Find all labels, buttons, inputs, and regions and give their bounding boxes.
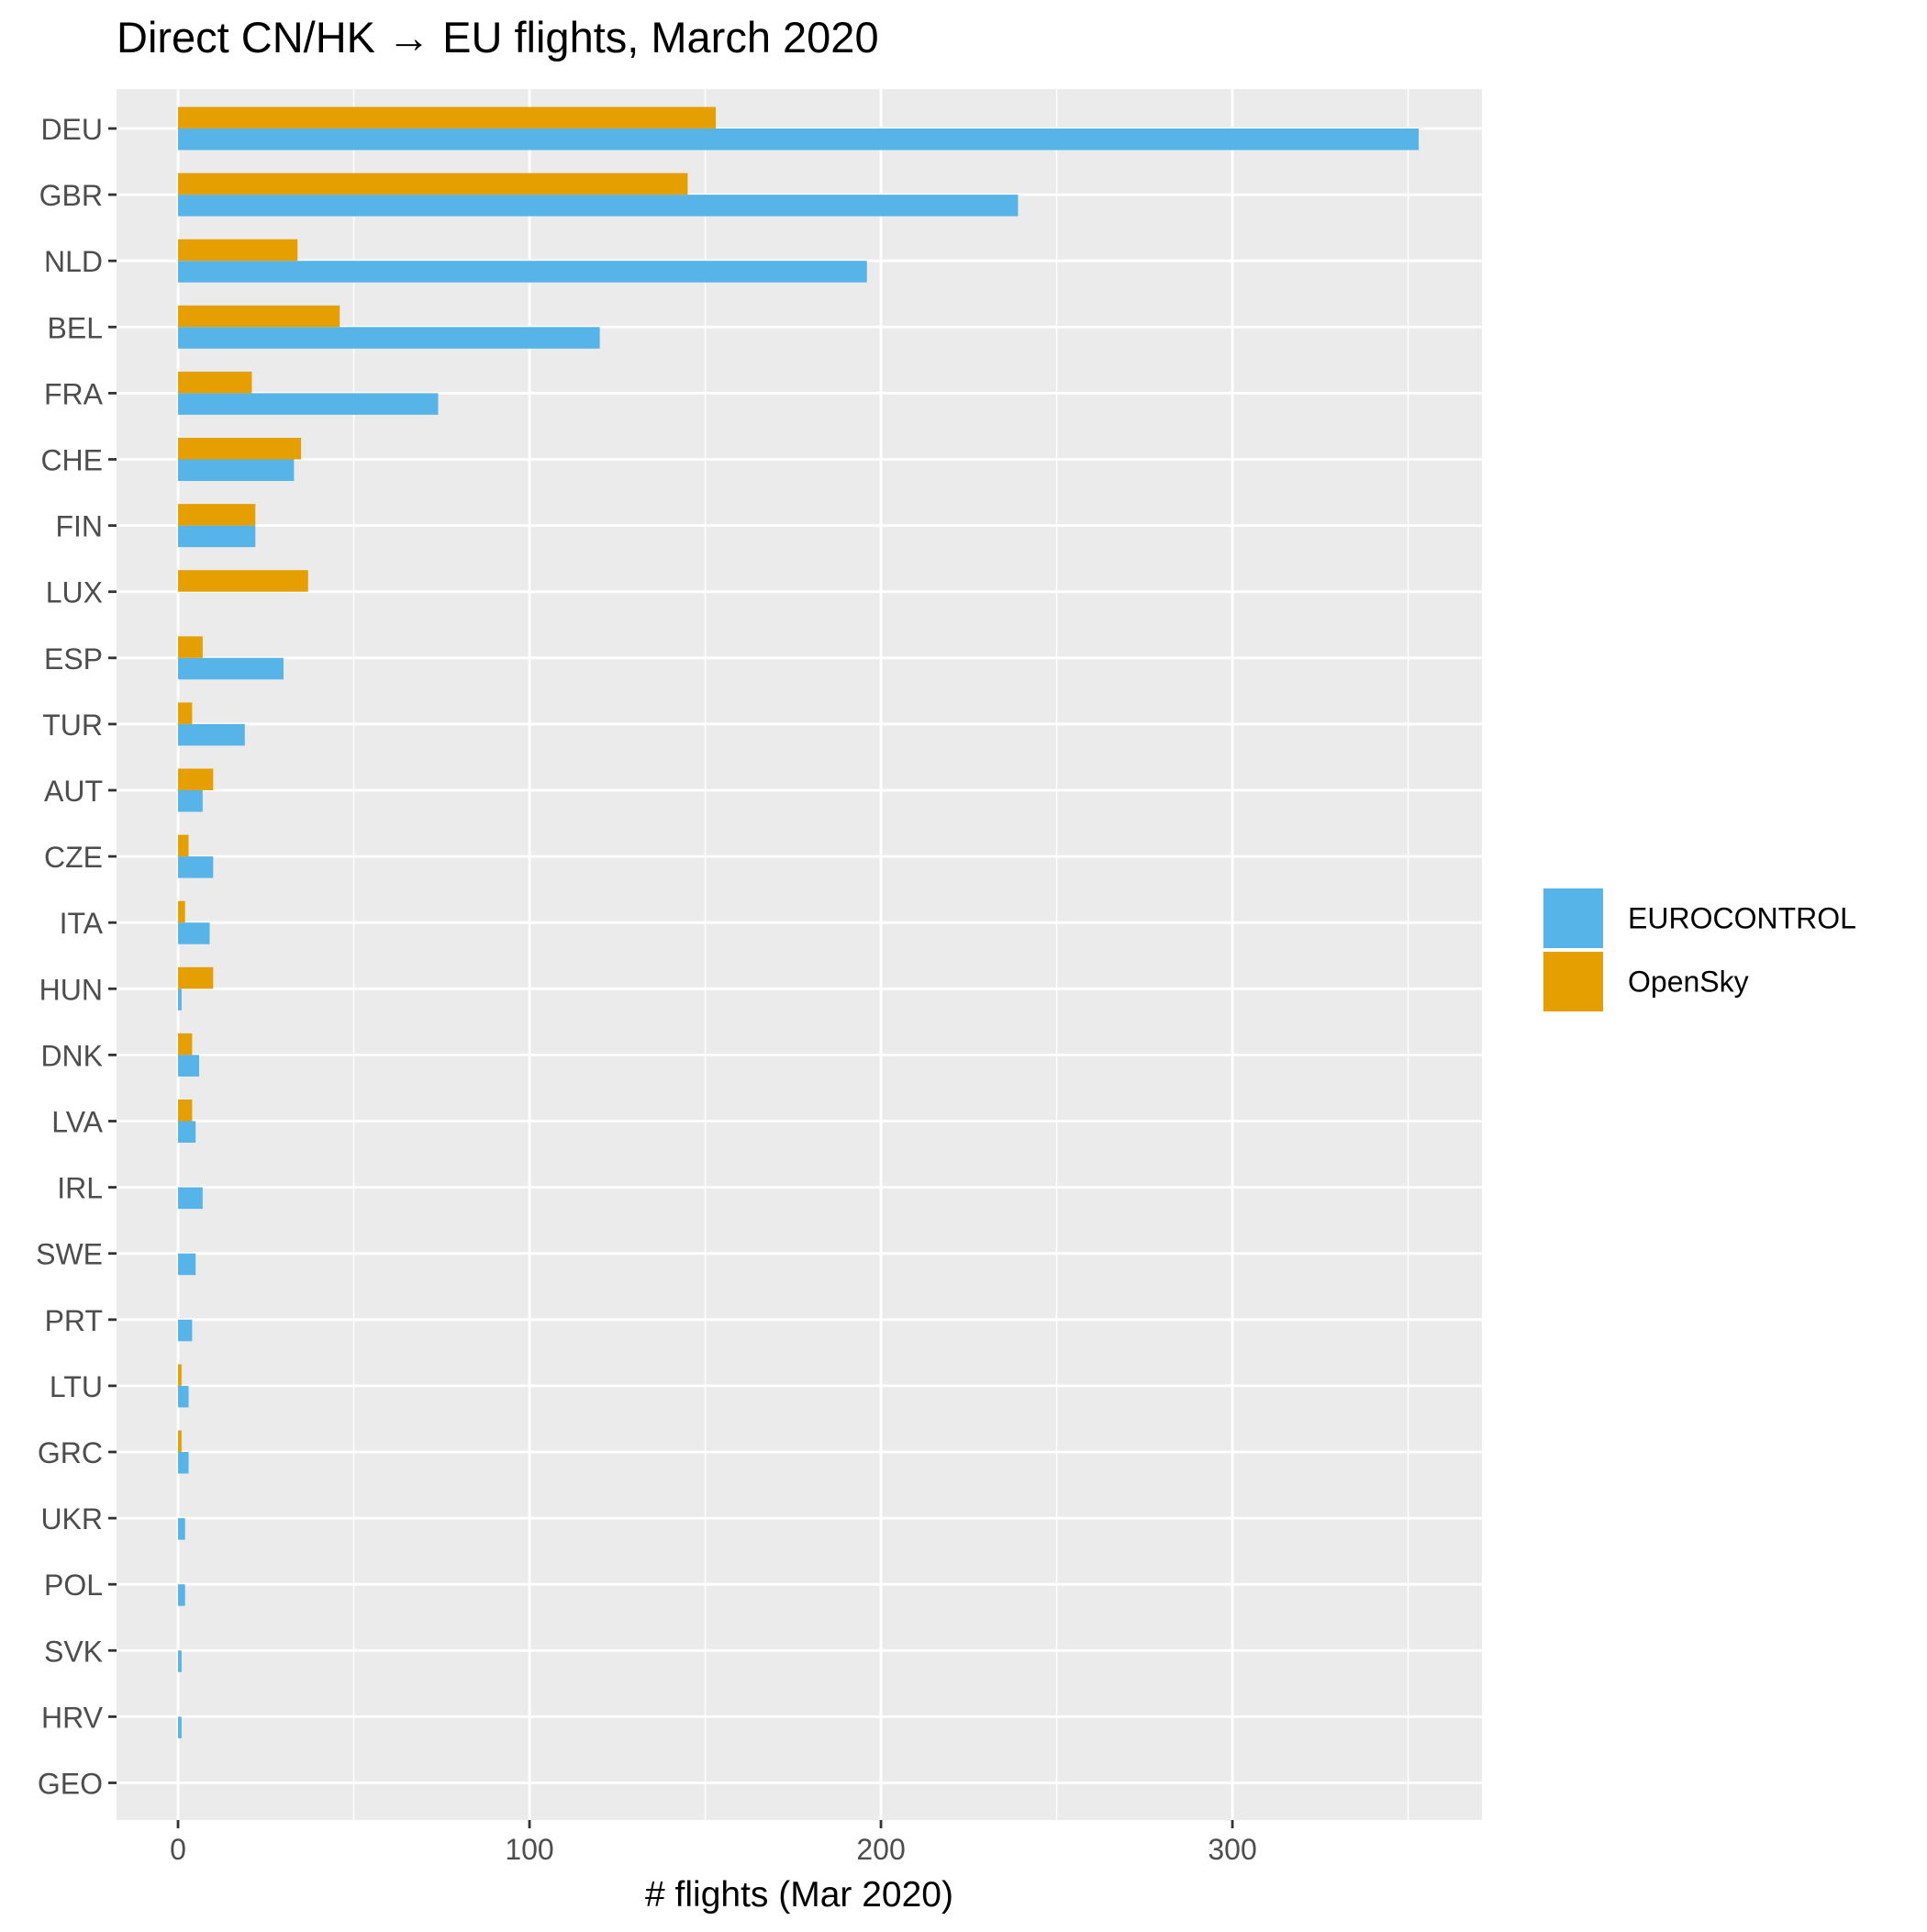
bar-opensky-nld <box>178 239 298 262</box>
legend-label-eurocontrol: EUROCONTROL <box>1628 902 1856 935</box>
y-tick-label: SWE <box>36 1238 103 1271</box>
bar-eurocontrol-pol <box>178 1584 185 1606</box>
y-tick-label: TUR <box>42 709 103 742</box>
bar-eurocontrol-che <box>178 459 295 481</box>
y-tick-label: GBR <box>39 179 103 212</box>
y-tick-label: AUT <box>44 775 103 808</box>
bar-opensky-che <box>178 438 302 460</box>
bar-eurocontrol-grc <box>178 1452 189 1474</box>
legend-label-opensky: OpenSky <box>1628 966 1749 999</box>
bar-eurocontrol-fra <box>178 393 439 415</box>
y-tick-label: CZE <box>44 841 103 874</box>
bar-eurocontrol-deu <box>178 128 1420 151</box>
x-tick-label: 300 <box>1208 1833 1256 1866</box>
y-tick-label: HRV <box>41 1701 104 1734</box>
bar-opensky-cze <box>178 834 189 857</box>
bar-eurocontrol-nld <box>178 261 867 283</box>
legend-swatch-eurocontrol <box>1543 888 1603 948</box>
y-tick-label: LUX <box>46 576 103 609</box>
bar-opensky-esp <box>178 636 203 658</box>
bar-opensky-lux <box>178 570 308 592</box>
bar-opensky-fin <box>178 504 256 526</box>
bar-opensky-ita <box>178 900 185 923</box>
y-tick-label: LVA <box>51 1106 103 1139</box>
y-tick-label: NLD <box>44 245 103 278</box>
y-tick-label: UKR <box>40 1502 103 1536</box>
y-tick-label: FIN <box>55 510 103 543</box>
bar-eurocontrol-dnk <box>178 1055 200 1077</box>
bar-eurocontrol-hun <box>178 988 182 1011</box>
bar-eurocontrol-lva <box>178 1121 196 1143</box>
chart-title: Direct CN/HK → EU flights, March 2020 <box>117 13 879 61</box>
y-tick-label: ESP <box>44 642 103 676</box>
y-tick-label: FRA <box>44 377 104 410</box>
bar-opensky-grc <box>178 1430 182 1452</box>
x-axis-title: # flights (Mar 2020) <box>645 1875 953 1915</box>
legend: EUROCONTROL OpenSky <box>1542 887 1856 1013</box>
bar-eurocontrol-aut <box>178 790 203 812</box>
bar-opensky-fra <box>178 371 252 394</box>
bar-eurocontrol-ita <box>178 922 210 944</box>
bar-opensky-lva <box>178 1100 193 1122</box>
bar-eurocontrol-esp <box>178 657 284 680</box>
bar-opensky-hun <box>178 966 214 989</box>
bar-eurocontrol-hrv <box>178 1716 182 1738</box>
bar-eurocontrol-prt <box>178 1319 193 1342</box>
bars <box>178 106 1420 1738</box>
bar-opensky-bel <box>178 305 340 328</box>
y-tick-label: GEO <box>38 1768 103 1801</box>
y-tick-label: DNK <box>40 1039 103 1072</box>
x-tick-label: 0 <box>170 1833 186 1866</box>
y-axis: DEU GBR NLD BEL FRA CHE FIN LUX ESP TUR AUT CZE ITA H… <box>36 113 117 1801</box>
bar-opensky-gbr <box>178 173 688 195</box>
y-tick-label: HUN <box>39 973 103 1006</box>
plot-panel <box>117 89 1482 1820</box>
bar-opensky-tur <box>178 702 193 724</box>
bar-eurocontrol-gbr <box>178 195 1019 217</box>
bar-eurocontrol-bel <box>178 327 600 349</box>
bar-eurocontrol-ukr <box>178 1518 185 1540</box>
legend-swatch-opensky <box>1543 952 1603 1011</box>
bar-eurocontrol-svk <box>178 1650 182 1672</box>
x-axis: 0 100 200 300 <box>170 1820 1257 1866</box>
bar-eurocontrol-fin <box>178 525 256 548</box>
bar-opensky-aut <box>178 768 214 790</box>
y-tick-label: CHE <box>40 444 103 477</box>
y-tick-label: DEU <box>40 113 103 146</box>
bar-eurocontrol-cze <box>178 856 214 878</box>
bar-opensky-ltu <box>178 1364 182 1386</box>
x-tick-label: 200 <box>856 1833 905 1866</box>
bar-eurocontrol-tur <box>178 723 245 746</box>
y-tick-label: ITA <box>60 907 104 940</box>
bar-eurocontrol-swe <box>178 1253 196 1276</box>
x-tick-label: 100 <box>505 1833 553 1866</box>
bar-eurocontrol-irl <box>178 1187 203 1210</box>
grid-minor <box>352 89 1409 1820</box>
bar-opensky-dnk <box>178 1033 193 1055</box>
bar-opensky-deu <box>178 106 717 128</box>
y-tick-label: BEL <box>48 311 103 344</box>
y-tick-label: POL <box>44 1569 103 1602</box>
y-tick-label: PRT <box>45 1304 103 1337</box>
y-tick-label: IRL <box>57 1172 103 1205</box>
y-tick-label: GRC <box>38 1436 103 1469</box>
bar-eurocontrol-ltu <box>178 1385 189 1408</box>
y-tick-label: SVK <box>44 1635 103 1668</box>
y-tick-label: LTU <box>50 1370 103 1403</box>
